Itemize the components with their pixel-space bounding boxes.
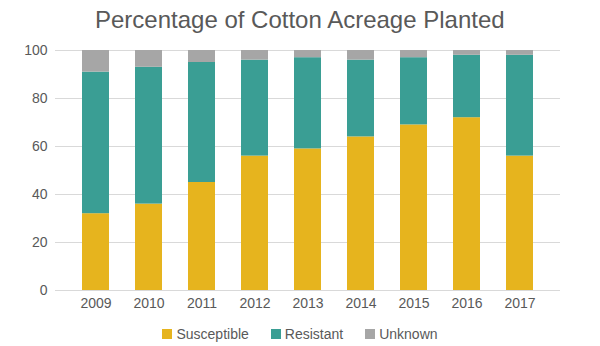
svg-text:2009: 2009: [80, 295, 111, 311]
svg-text:40: 40: [32, 186, 48, 202]
svg-text:2017: 2017: [504, 295, 535, 311]
svg-text:2013: 2013: [292, 295, 323, 311]
svg-text:2014: 2014: [345, 295, 376, 311]
svg-text:20: 20: [32, 234, 48, 250]
svg-text:80: 80: [32, 90, 48, 106]
svg-text:0: 0: [40, 282, 48, 298]
html-text:Susceptible: Susceptible: [176, 326, 249, 342]
svg-text:2016: 2016: [451, 295, 482, 311]
svg-text:2012: 2012: [239, 295, 270, 311]
svg-text:2010: 2010: [133, 295, 164, 311]
svg-text:60: 60: [32, 138, 48, 154]
svg-text:100: 100: [24, 42, 48, 58]
svg-text:2015: 2015: [398, 295, 429, 311]
html-text:Percentage of Cotton Acreage P: Percentage of Cotton Acreage Planted: [95, 6, 505, 33]
html-text:Unknown: Unknown: [379, 326, 438, 342]
svg-text:2011: 2011: [187, 295, 217, 311]
html-text:Resistant: Resistant: [284, 326, 344, 342]
